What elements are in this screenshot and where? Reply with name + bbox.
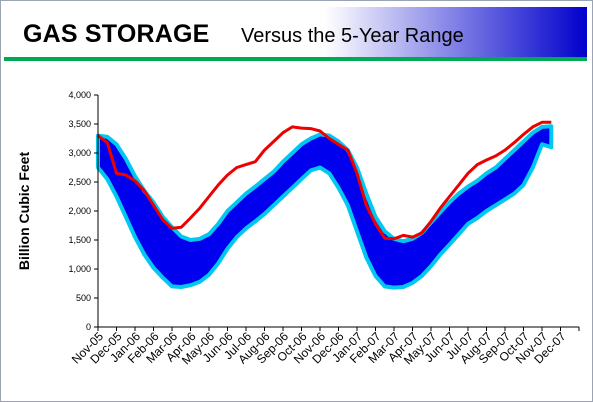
y-tick-label: 2,000 — [68, 206, 91, 216]
y-tick-label: 500 — [76, 293, 91, 303]
chart-title: GAS STORAGE — [23, 20, 210, 48]
header-rule — [4, 57, 587, 61]
y-tick-label: 3,000 — [68, 148, 91, 158]
y-tick-label: 2,500 — [68, 177, 91, 187]
chart-header: GAS STORAGE Versus the 5-Year Range — [4, 7, 587, 57]
chart-subtitle: Versus the 5-Year Range — [241, 25, 464, 47]
y-tick-label: 0 — [86, 322, 91, 332]
y-tick-label: 4,000 — [68, 90, 91, 100]
y-tick-label: 1,000 — [68, 264, 91, 274]
y-tick-label: 1,500 — [68, 235, 91, 245]
y-tick-label: 3,500 — [68, 119, 91, 129]
current-storage-line — [97, 120, 552, 241]
y-axis-label: Billion Cubic Feet — [16, 152, 32, 271]
header-gradient — [4, 7, 587, 57]
five-year-range-band — [96, 124, 554, 290]
